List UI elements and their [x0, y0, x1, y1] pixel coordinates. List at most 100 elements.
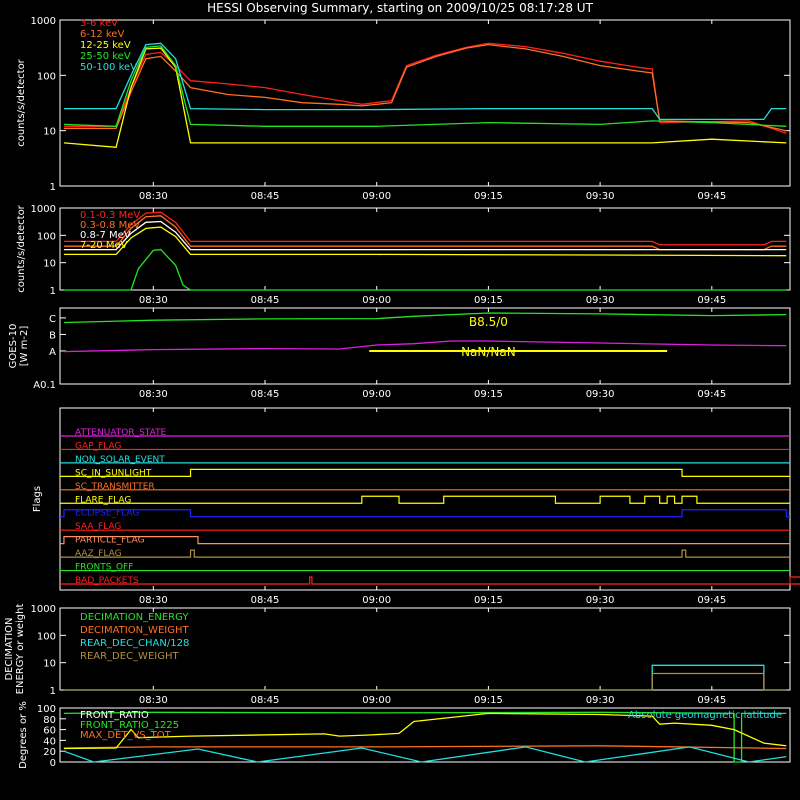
y-tick-label: 60: [43, 726, 56, 737]
y-tick-label: 100: [37, 231, 56, 242]
time-tick-label: 09:45: [697, 191, 726, 202]
series-line: [63, 712, 787, 750]
y-tick-label: 20: [43, 747, 56, 758]
y-axis-title: Flags: [32, 486, 43, 512]
time-tick-label: 09:15: [474, 191, 503, 202]
goes-annotation: B8.5/0: [469, 315, 508, 329]
time-tick-label: 09:00: [362, 595, 391, 606]
panel-frame: [59, 19, 791, 187]
legend-label: 12-25 keV: [80, 40, 131, 51]
legend-label: 6-12 keV: [80, 29, 124, 40]
time-tick-label: 09:30: [586, 191, 615, 202]
y-axis-title: [W m-2]: [19, 326, 30, 367]
time-tick-label: 08:45: [251, 295, 280, 306]
y-tick-label: 10: [43, 659, 56, 670]
time-tick-label: 09:30: [586, 695, 615, 706]
legend-label: 0.1-0.3 MeV: [80, 210, 140, 221]
time-tick-label: 09:00: [362, 389, 391, 400]
series-line: [63, 312, 787, 324]
y-tick-label: C: [49, 314, 56, 325]
series-line: [63, 220, 787, 251]
series-line: [63, 745, 787, 750]
y-axis-title: counts/s/detector: [16, 58, 27, 146]
series-line: [63, 42, 787, 121]
legend-label: FRONT_RATIO: [80, 710, 149, 721]
time-tick-label: 08:30: [139, 595, 168, 606]
series-line: [63, 248, 787, 291]
time-tick-label: 08:45: [251, 595, 280, 606]
y-tick-label: 0: [50, 758, 56, 769]
y-tick-label: 10: [43, 127, 56, 138]
flag-line: [60, 576, 800, 585]
legend-label: DECIMATION_ENERGY: [80, 612, 189, 623]
series-line: [63, 211, 787, 246]
y-tick-label: 1: [50, 286, 56, 297]
time-tick-label: 09:45: [697, 695, 726, 706]
y-tick-label: 100: [37, 71, 56, 82]
y-tick-label: 10: [43, 259, 56, 270]
y-tick-label: 1: [50, 182, 56, 193]
time-tick-label: 08:30: [139, 695, 168, 706]
time-tick-label: 09:00: [362, 295, 391, 306]
series-line: [63, 746, 787, 763]
flag-label: NON_SOLAR_EVENT: [75, 455, 165, 465]
time-tick-label: 08:30: [139, 191, 168, 202]
time-tick-label: 09:15: [474, 595, 503, 606]
series-line: [63, 340, 787, 353]
y-tick-label: 1000: [31, 604, 56, 615]
y-axis-title: Degrees or %: [18, 701, 29, 769]
y-tick-label: 80: [43, 715, 56, 726]
time-tick-label: 08:30: [139, 295, 168, 306]
series-line: [63, 45, 787, 127]
time-tick-label: 09:15: [474, 389, 503, 400]
time-tick-label: 09:45: [697, 389, 726, 400]
legend-label: 50-100 keV: [80, 62, 137, 73]
legend-label: MAX_DET_VS_TOT: [80, 730, 172, 741]
flag-label: SC_IN_SUNLIGHT: [75, 468, 152, 478]
time-tick-label: 09:45: [697, 295, 726, 306]
y-axis-title: GOES-10: [8, 324, 19, 369]
goes-annotation: NaN/NaN: [461, 345, 516, 359]
y-axis-title: counts/s/detector: [16, 204, 27, 292]
flag-line: [60, 509, 790, 518]
flag-line: [60, 468, 790, 477]
flag-label: FLARE_FLAG: [75, 495, 131, 505]
time-tick-label: 09:30: [586, 389, 615, 400]
legend-label: FRONT_RATIO_1225: [80, 720, 179, 731]
time-tick-label: 08:45: [251, 695, 280, 706]
series-line: [63, 43, 787, 132]
legend-label: REAR_DEC_CHAN/128: [80, 638, 189, 649]
flag-label: ECLIPSE_FLAG: [75, 509, 139, 519]
y-tick-label: 100: [37, 704, 56, 715]
time-tick-label: 08:45: [251, 191, 280, 202]
panel-frame: [59, 407, 791, 591]
time-tick-label: 09:00: [362, 695, 391, 706]
flag-line: [60, 549, 790, 558]
series-line: [63, 672, 787, 691]
legend-label: 25-50 keV: [80, 51, 131, 62]
legend-label: 0.8-7 MeV: [80, 230, 131, 241]
y-axis-title: ENERGY or weight: [15, 604, 26, 695]
flag-label: ATTENUATOR_STATE: [75, 428, 167, 438]
flag-line: [60, 495, 790, 504]
flag-label: AAZ_FLAG: [75, 549, 122, 559]
flag-label: GAP_FLAG: [75, 441, 121, 451]
time-tick-label: 09:15: [474, 695, 503, 706]
geomag-annotation: Absolute geomagnetic latitude: [628, 710, 782, 721]
time-tick-label: 09:15: [474, 295, 503, 306]
time-tick-label: 09:00: [362, 191, 391, 202]
legend-label: 3-6 keV: [80, 18, 118, 29]
y-tick-label: 1000: [31, 204, 56, 215]
y-tick-label: 1: [50, 686, 56, 697]
chart-title: HESSI Observing Summary, starting on 200…: [207, 1, 593, 15]
y-tick-label: B: [49, 330, 56, 341]
series-line: [63, 42, 787, 134]
time-tick-label: 09:30: [586, 295, 615, 306]
y-tick-label: 1000: [31, 16, 56, 27]
flag-label: FRONTS_OFF: [75, 563, 133, 573]
y-axis-title: DECIMATION: [4, 617, 15, 680]
flag-label: PARTICLE_FLAG: [75, 536, 145, 546]
y-tick-label: 100: [37, 631, 56, 642]
flag-label: BAD_PACKETS: [75, 576, 139, 586]
